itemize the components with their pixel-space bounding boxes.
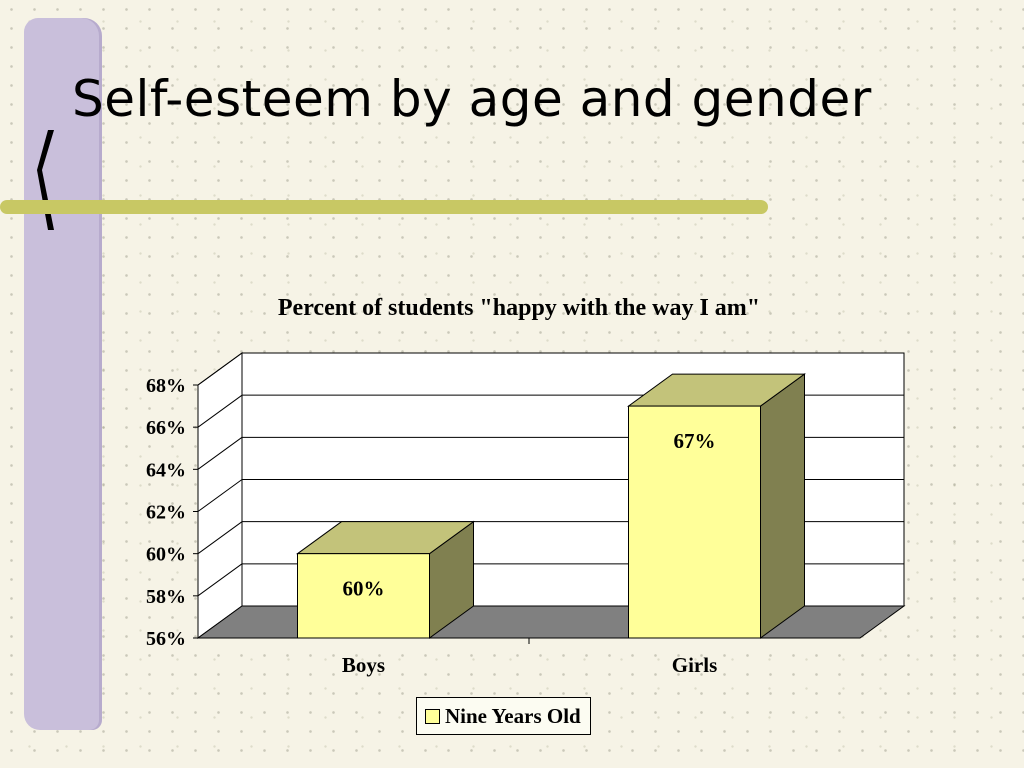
bracket-ornament bbox=[37, 130, 54, 230]
gridline-side bbox=[197, 352, 243, 386]
y-tick-label: 64% bbox=[146, 459, 186, 481]
legend: Nine Years Old bbox=[416, 697, 591, 735]
y-tick-labels: 56% 58% 60% 62% 64% 66% 68% bbox=[146, 375, 186, 650]
y-tick-label: 68% bbox=[146, 375, 186, 397]
slide-title: Self-esteem by age and gender bbox=[72, 70, 872, 128]
bar-side bbox=[760, 373, 805, 639]
x-category-label: Boys bbox=[342, 653, 385, 677]
chart-title: Percent of students "happy with the way … bbox=[278, 295, 760, 321]
data-label: 67% bbox=[674, 429, 716, 453]
data-label: 60% bbox=[343, 577, 385, 601]
x-category-labels: Boys Girls bbox=[342, 653, 717, 677]
legend-label: Nine Years Old bbox=[445, 703, 581, 728]
legend-swatch bbox=[425, 708, 440, 724]
y-tick-label: 58% bbox=[146, 586, 186, 608]
y-tick-label: 60% bbox=[146, 544, 186, 566]
y-tick-label: 56% bbox=[146, 628, 186, 650]
bar-front bbox=[297, 553, 430, 639]
axes bbox=[193, 384, 530, 644]
decorative-strip bbox=[24, 18, 102, 730]
title-underline bbox=[0, 200, 768, 214]
x-category-label: Girls bbox=[672, 653, 718, 677]
y-tick-label: 62% bbox=[146, 502, 186, 524]
gridline-side bbox=[197, 479, 243, 512]
gridline-side bbox=[197, 394, 243, 428]
bars: 60% 67% bbox=[295, 373, 807, 639]
gridline-side bbox=[197, 563, 243, 597]
bar-girls: 67% bbox=[626, 373, 807, 639]
gridline-side bbox=[197, 436, 243, 470]
gridline-side bbox=[197, 521, 243, 555]
y-tick-label: 66% bbox=[146, 417, 186, 439]
bar-boys: 60% bbox=[295, 520, 476, 639]
bar-front bbox=[628, 405, 761, 639]
